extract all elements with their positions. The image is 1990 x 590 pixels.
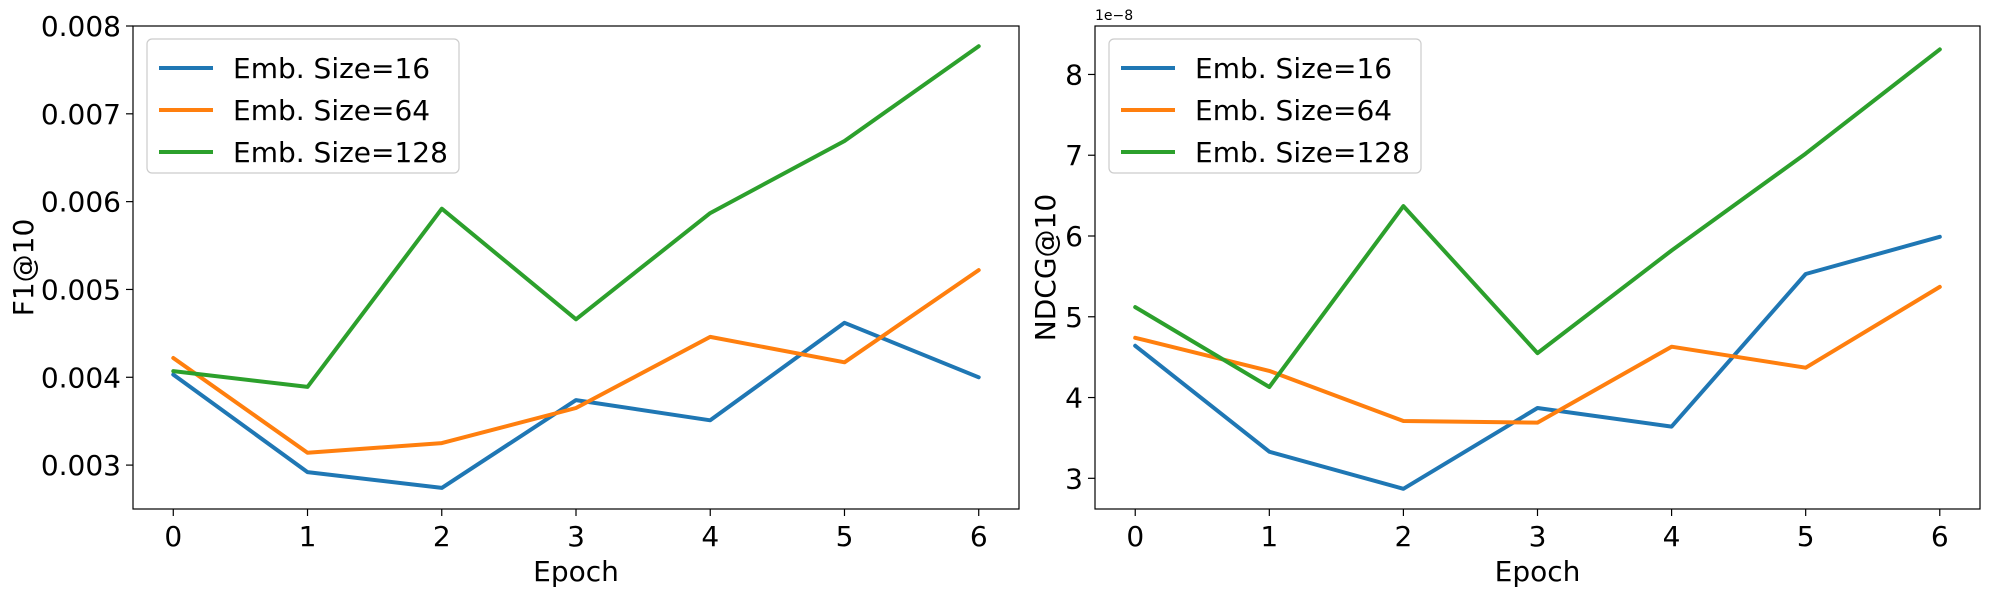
x-tick-label: 0 — [164, 520, 182, 553]
y-tick-label: 7 — [1065, 139, 1083, 172]
legend-label-2: Emb. Size=64 — [233, 94, 430, 127]
x-tick-label: 5 — [1797, 520, 1815, 553]
y-tick-label: 0.004 — [41, 361, 121, 394]
y-tick-label: 0.006 — [41, 186, 121, 219]
x-tick-label: 1 — [299, 520, 317, 553]
y-tick-label: 0.007 — [41, 98, 121, 131]
x-tick-label: 4 — [1663, 520, 1681, 553]
legend: Emb. Size=16 Emb. Size=64 Emb. Size=128 — [146, 38, 460, 174]
legend-label-1: Emb. Size=16 — [233, 52, 430, 85]
y-tick-label: 6 — [1065, 220, 1083, 253]
x-tick-label: 6 — [970, 520, 988, 553]
series-line-1 — [171, 320, 981, 490]
y-tick-label: 0.005 — [41, 273, 121, 306]
x-axis-title: Epoch — [533, 555, 619, 588]
legend: Emb. Size=16 Emb. Size=64 Emb. Size=128 — [1108, 38, 1422, 174]
x-tick-label: 6 — [1931, 520, 1949, 553]
legend-label-1: Emb. Size=16 — [1195, 52, 1392, 85]
y-tick-label: 8 — [1065, 58, 1083, 91]
series-line-3 — [1133, 47, 1942, 389]
y-axis-title: F1@10 — [7, 219, 40, 317]
series-line-2 — [171, 268, 981, 455]
x-tick-label: 3 — [1529, 520, 1547, 553]
y-tick-label: 5 — [1065, 301, 1083, 334]
legend-label-3: Emb. Size=128 — [1195, 136, 1410, 169]
series-line-3 — [171, 44, 981, 389]
legend-label-2: Emb. Size=64 — [1195, 94, 1392, 127]
legend-frame — [146, 38, 460, 174]
x-tick-label: 4 — [701, 520, 719, 553]
y-offset-label: 1e−8 — [1095, 8, 1133, 24]
legend-frame — [1108, 38, 1422, 174]
x-tick-label: 2 — [433, 520, 451, 553]
x-tick-label: 2 — [1394, 520, 1412, 553]
x-tick-label: 3 — [567, 520, 585, 553]
x-tick-label: 0 — [1126, 520, 1144, 553]
y-tick-label: 3 — [1065, 462, 1083, 495]
y-tick-label: 0.008 — [41, 10, 121, 43]
y-axis-title: NDCG@10 — [1029, 194, 1062, 341]
y-tick-label: 0.003 — [41, 449, 121, 482]
chart-panel-2: 0 1 2 3 4 5 6 3 4 5 6 7 8 1e−8 Epoch NDCG@10 Emb. Size=1… — [1029, 8, 1981, 588]
x-tick-label: 5 — [836, 520, 854, 553]
y-tick-label: 4 — [1065, 382, 1083, 415]
legend-label-3: Emb. Size=128 — [233, 136, 448, 169]
x-tick-label: 1 — [1260, 520, 1278, 553]
series-line-2 — [1133, 284, 1942, 425]
series-line-1 — [1133, 234, 1942, 491]
x-axis-title: Epoch — [1495, 555, 1581, 588]
chart-panel-1: 0 1 2 3 4 5 6 0.003 0.004 0.005 0.006 0.007 0.008 Epo… — [7, 10, 1020, 588]
